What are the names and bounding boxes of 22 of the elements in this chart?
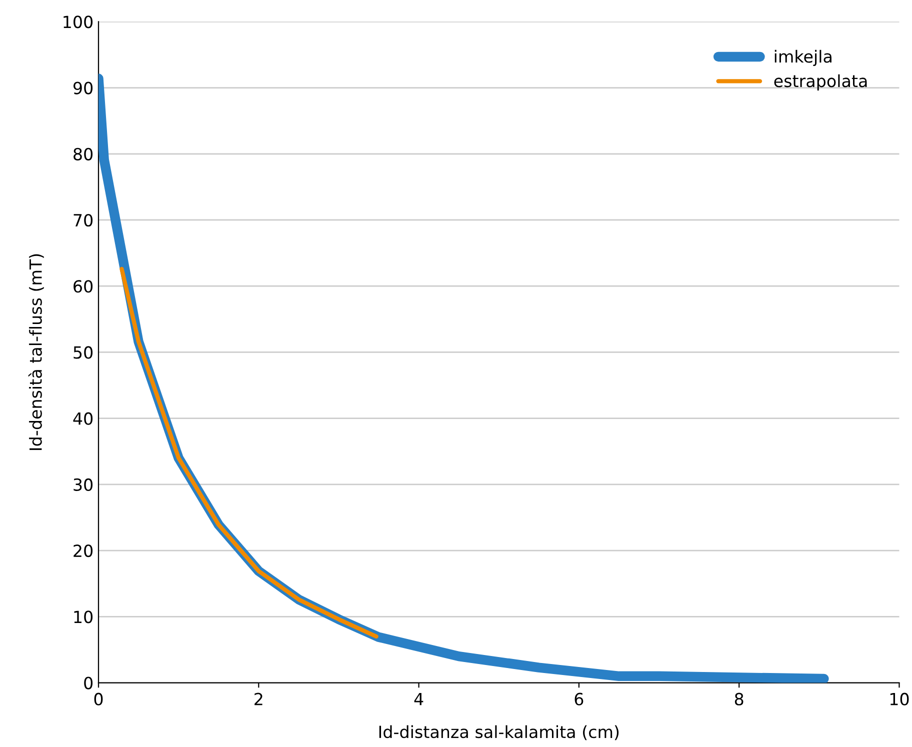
line-series (120, 266, 378, 639)
x-tick-label: 6 (574, 692, 584, 706)
legend-label: estrapolata (774, 74, 867, 90)
x-tick-label: 2 (254, 692, 262, 706)
legend-label: imkejla (774, 50, 832, 66)
y-tick-label: 70 (74, 214, 93, 227)
x-tick-label: 10 (890, 692, 909, 706)
y-tick-label: 30 (74, 478, 93, 491)
y-tick-label: 50 (74, 346, 93, 359)
y-tick-label: 10 (74, 610, 93, 624)
y-axis-title: Id-densità tal-fluss (mT) (28, 254, 44, 450)
x-tick-label: 4 (414, 692, 424, 706)
y-tick-label: 100 (64, 16, 93, 28)
y-tick-label: 60 (74, 280, 93, 293)
x-axis-title: Id-distanza sal-kalamita (cm) (379, 725, 619, 740)
y-tick-label: 40 (73, 412, 93, 425)
y-tick-label: 80 (74, 148, 93, 160)
y-tick-label: 90 (73, 82, 93, 94)
y-tick-label: 0 (84, 676, 93, 690)
y-tick-label: 20 (74, 544, 93, 558)
x-tick-label: 8 (734, 692, 744, 706)
x-tick-label: 0 (94, 692, 103, 706)
